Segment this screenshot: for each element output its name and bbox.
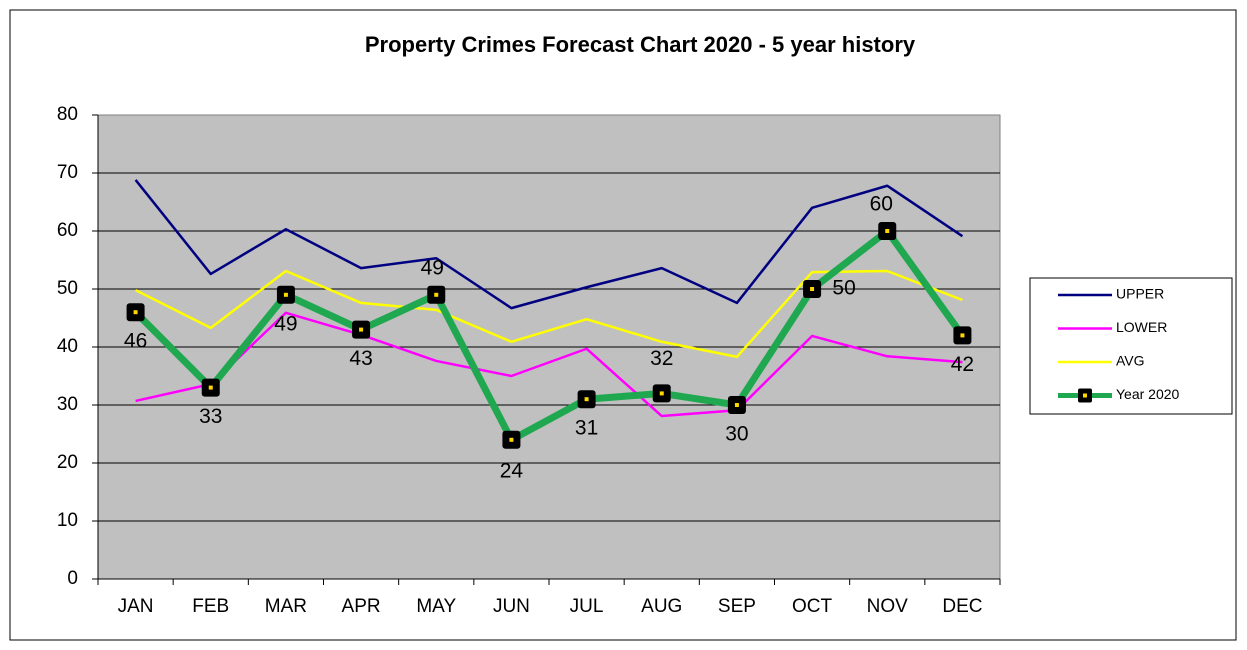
x-tick-label: OCT [792,596,833,617]
data-label: 30 [725,423,748,446]
series-line [134,179,964,310]
data-label: 43 [349,347,372,370]
marker-dot [734,403,739,407]
x-tick-label: JUL [570,596,604,617]
legend-label: LOWER [1116,319,1167,335]
data-label: 60 [870,193,893,216]
series-line [135,269,963,359]
marker-dot [659,391,664,396]
x-tick-label: AUG [641,596,682,617]
data-label: 24 [500,459,524,482]
x-tick-label: SEP [718,596,756,617]
marker-dot [960,333,965,338]
marker-dot [359,327,364,332]
y-tick-label: 30 [57,394,78,415]
y-tick-label: 10 [57,510,78,531]
y-tick-label: 40 [57,336,78,357]
x-tick-label: APR [342,596,381,617]
x-tick-label: NOV [867,596,909,617]
marker-dot [885,229,890,233]
x-tick-label: DEC [942,596,982,617]
marker-dot [133,310,138,315]
data-label: 31 [575,417,598,440]
y-tick-label: 20 [57,452,78,473]
marker-dot [434,292,439,297]
marker-dot [509,437,514,442]
series-line [135,311,963,418]
x-tick-label: MAR [265,596,307,617]
y-tick-label: 80 [57,104,78,125]
x-tick-label: MAY [416,596,456,617]
x-tick-label: FEB [192,596,229,617]
legend [1029,277,1233,415]
data-label: 32 [650,347,673,370]
data-label: 42 [951,353,974,376]
data-label: 49 [421,256,444,279]
chart-title: Property Crimes Forecast Chart 2020 - 5 … [365,32,916,57]
marker-dot [584,397,589,402]
marker-dot [810,287,815,291]
y-tick-label: 60 [57,220,78,241]
data-label: 46 [124,330,147,353]
series-line [133,227,966,444]
data-label: 33 [199,405,222,428]
y-tick-label: 70 [57,162,78,183]
marker-dot [208,385,213,390]
x-tick-label: JAN [118,596,154,617]
data-label: 50 [832,277,855,300]
marker-dot [283,292,288,297]
legend-label: AVG [1116,353,1145,369]
legend-label: Year 2020 [1116,386,1180,402]
x-tick-label: JUN [493,596,530,617]
legend-label: UPPER [1116,286,1164,302]
legend-marker-dot [1083,393,1087,398]
y-tick-label: 50 [57,278,78,299]
y-tick-label: 0 [67,568,78,589]
data-label: 49 [274,312,297,335]
